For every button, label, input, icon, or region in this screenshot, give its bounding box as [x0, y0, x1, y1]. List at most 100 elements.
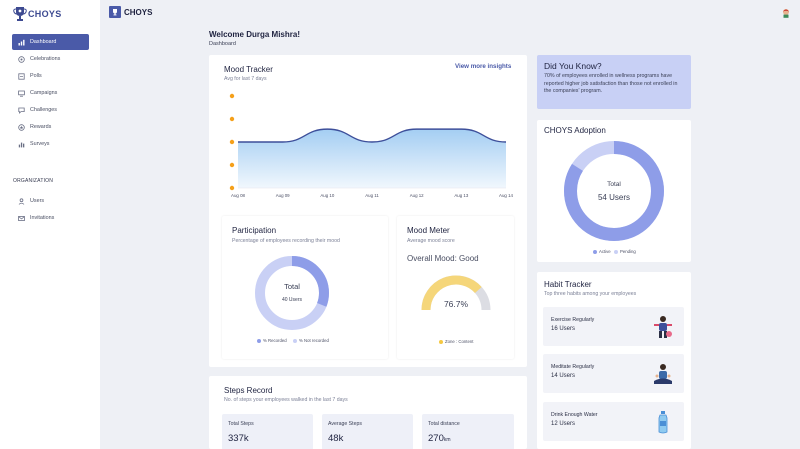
- user-icon: [18, 197, 25, 205]
- mood-zone-legend: Zone : Content: [439, 339, 473, 344]
- mood-tracker-subtitle: Avg for last 7 days: [224, 76, 267, 82]
- survey-icon: [18, 142, 25, 147]
- legend-label: Active: [599, 249, 611, 254]
- stat-label: Total distance: [428, 421, 460, 427]
- mood-meter-title: Mood Meter: [407, 226, 450, 235]
- sidebar-item-challenges[interactable]: Challenges: [12, 102, 89, 118]
- mood-meter-card: Mood Meter Average mood score Overall Mo…: [397, 216, 514, 359]
- sidebar-item-label: Campaigns: [30, 90, 58, 96]
- mood-area-fill: [238, 129, 506, 188]
- legend-label: Zone : Content: [445, 339, 474, 344]
- steps-record-card: Steps Record No. of steps your employees…: [209, 376, 527, 449]
- mood-emoji-marker: [229, 93, 235, 99]
- sidebar-item-users[interactable]: Users: [12, 193, 89, 209]
- mood-meter-subtitle: Average mood score: [407, 238, 455, 244]
- participation-main-slice: [255, 256, 329, 330]
- overall-mood-prefix: Overall Mood:: [407, 254, 457, 263]
- choys-adoption-card: CHOYS Adoption Total 54 Users Active Pen…: [537, 120, 691, 262]
- gift-icon: [18, 55, 25, 63]
- stat-total-steps: Total Steps 337k: [222, 414, 313, 449]
- participation-donut: [255, 256, 329, 330]
- water-bottle-icon: [658, 411, 668, 434]
- habit-users: 16 Users: [551, 326, 576, 332]
- header-title: CHOYS: [124, 8, 153, 17]
- logo[interactable]: CHOYS: [13, 6, 62, 22]
- legend-dot: [439, 339, 443, 344]
- x-tick-label: Aug 08: [231, 193, 245, 198]
- avatar[interactable]: [781, 8, 791, 18]
- overall-mood-value: Good: [459, 254, 479, 263]
- meditation-icon: [654, 364, 672, 384]
- habit-tracker-subtitle: Top three habits among your employees: [544, 291, 637, 297]
- sidebar-item-campaigns[interactable]: Campaigns: [12, 85, 89, 101]
- sidebar-item-invitations[interactable]: Invitations: [12, 210, 89, 226]
- overall-mood: Overall Mood: Good: [407, 254, 479, 263]
- monitor-icon: [18, 90, 25, 97]
- x-tick-label: Aug 11: [365, 193, 379, 198]
- participation-total-label: Total: [284, 282, 300, 291]
- sidebar-item-surveys[interactable]: Surveys: [12, 136, 89, 152]
- mood-tracker-title: Mood Tracker: [224, 65, 273, 74]
- sidebar-item-polls[interactable]: Polls: [12, 68, 89, 84]
- x-tick-label: Aug 10: [320, 193, 334, 198]
- participation-legend-not-recorded: % Not recorded: [293, 338, 329, 343]
- habit-name: Drink Enough Water: [551, 412, 598, 418]
- legend-dot: [614, 249, 618, 254]
- habit-users: 14 Users: [551, 373, 576, 379]
- stat-value: 337k: [228, 433, 249, 444]
- stat-value: 48k: [328, 433, 344, 444]
- mood-emoji-marker: [229, 185, 235, 191]
- mood-tracker-card: Mood Tracker Avg for last 7 days View mo…: [222, 59, 516, 208]
- habit-item-water[interactable]: Drink Enough Water 12 Users: [543, 402, 684, 441]
- app-switcher-icon[interactable]: [109, 6, 121, 18]
- exercise-icon: [654, 316, 672, 338]
- adoption-total-label: Total: [607, 181, 621, 188]
- breadcrumb[interactable]: Dashboard: [209, 41, 236, 47]
- trophy-icon: [113, 9, 117, 16]
- stat-total-distance: Total distance 270km: [422, 414, 514, 449]
- trophy-logo-icon: [13, 7, 27, 21]
- sidebar-item-dashboard[interactable]: Dashboard: [12, 34, 89, 50]
- steps-record-subtitle: No. of steps your employees walked in th…: [224, 397, 348, 403]
- habit-users: 12 Users: [551, 421, 576, 427]
- participation-total-value: 40 Users: [281, 297, 302, 303]
- bar-chart-icon: [18, 39, 25, 45]
- sidebar-item-label: Dashboard: [30, 39, 57, 45]
- mood-emoji-marker: [229, 162, 235, 168]
- sidebar-item-rewards[interactable]: Rewards: [12, 119, 89, 135]
- did-you-know-title: Did You Know?: [544, 61, 602, 71]
- x-tick-label: Aug 12: [410, 193, 424, 198]
- mood-gauge: [421, 275, 491, 311]
- view-more-insights-link[interactable]: View more insights: [455, 63, 512, 70]
- mood-emoji-marker: [229, 139, 235, 145]
- poll-icon: [18, 72, 25, 80]
- top-bar: CHOYS: [100, 0, 800, 26]
- habit-name: Exercise Regularly: [551, 317, 595, 323]
- sidebar: CHOYS Dashboard Celebrations Polls Campa…: [0, 0, 100, 449]
- sidebar-item-label: Surveys: [30, 141, 50, 147]
- mood-gauge-percent: 76.7%: [443, 299, 469, 309]
- sidebar-item-label: Challenges: [30, 107, 57, 113]
- stat-label: Total Steps: [228, 421, 254, 427]
- sidebar-item-label: Rewards: [30, 124, 52, 130]
- legend-label: % Not recorded: [299, 338, 329, 343]
- adoption-total-value: 54 Users: [597, 193, 630, 202]
- habit-item-meditate[interactable]: Meditate Regularly 14 Users: [543, 354, 684, 393]
- mood-line: [237, 128, 507, 143]
- legend-label: % Recorded: [263, 338, 287, 343]
- did-you-know-text: 70% of employees enrolled in wellness pr…: [544, 73, 678, 94]
- habit-item-exercise[interactable]: Exercise Regularly 16 Users: [543, 307, 684, 346]
- legend-dot: [257, 338, 261, 343]
- adoption-legend-active: Active: [593, 249, 611, 254]
- logo-text: CHOYS: [28, 9, 62, 19]
- sidebar-item-celebrations[interactable]: Celebrations: [12, 51, 89, 67]
- chat-icon: [18, 107, 25, 114]
- choys-adoption-title: CHOYS Adoption: [544, 126, 606, 135]
- x-tick-label: Aug 14: [499, 193, 513, 198]
- did-you-know-card: Did You Know? 70% of employees enrolled …: [537, 55, 691, 109]
- stat-value: 270km: [428, 433, 451, 444]
- legend-label: Pending: [620, 249, 636, 254]
- mood-emoji-marker: [229, 116, 235, 122]
- stat-average-steps: Average Steps 48k: [322, 414, 413, 449]
- organization-section-label: ORGANIZATION: [13, 178, 54, 184]
